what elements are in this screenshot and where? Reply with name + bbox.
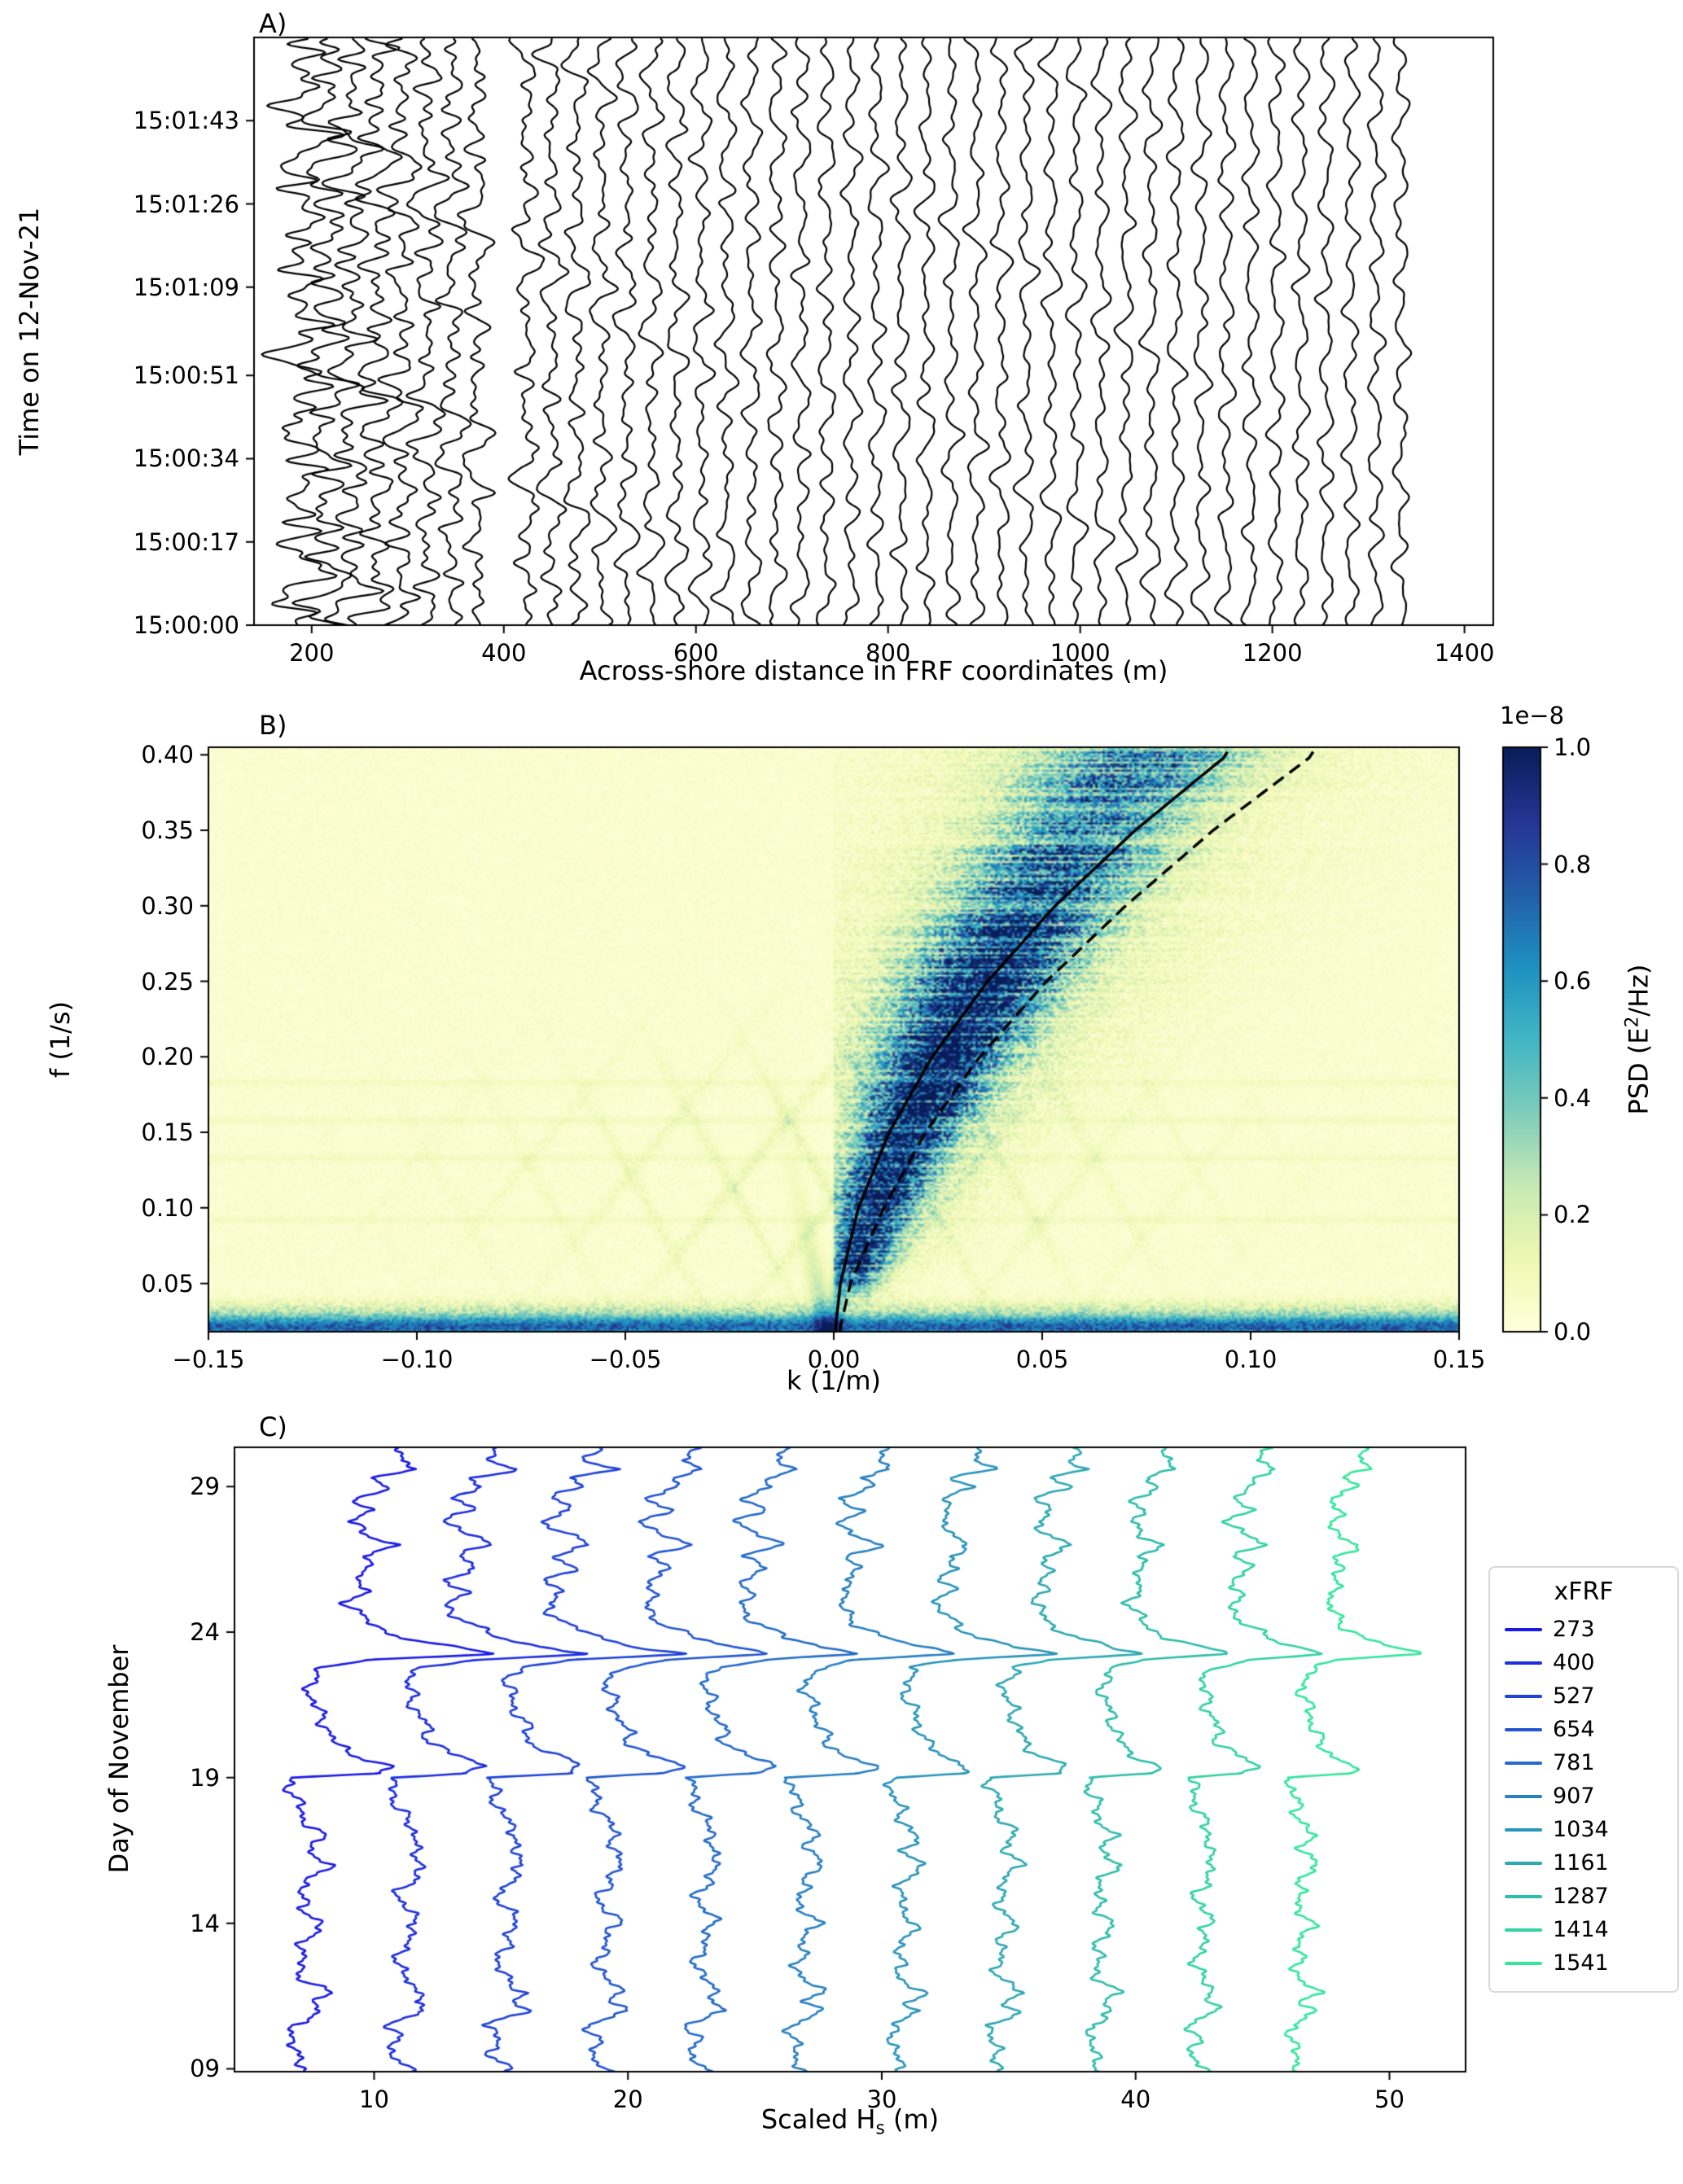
figure: A) Across-shore distance in FRF coordina…: [0, 0, 1683, 2184]
figure-plot-canvas: [0, 0, 1683, 2184]
